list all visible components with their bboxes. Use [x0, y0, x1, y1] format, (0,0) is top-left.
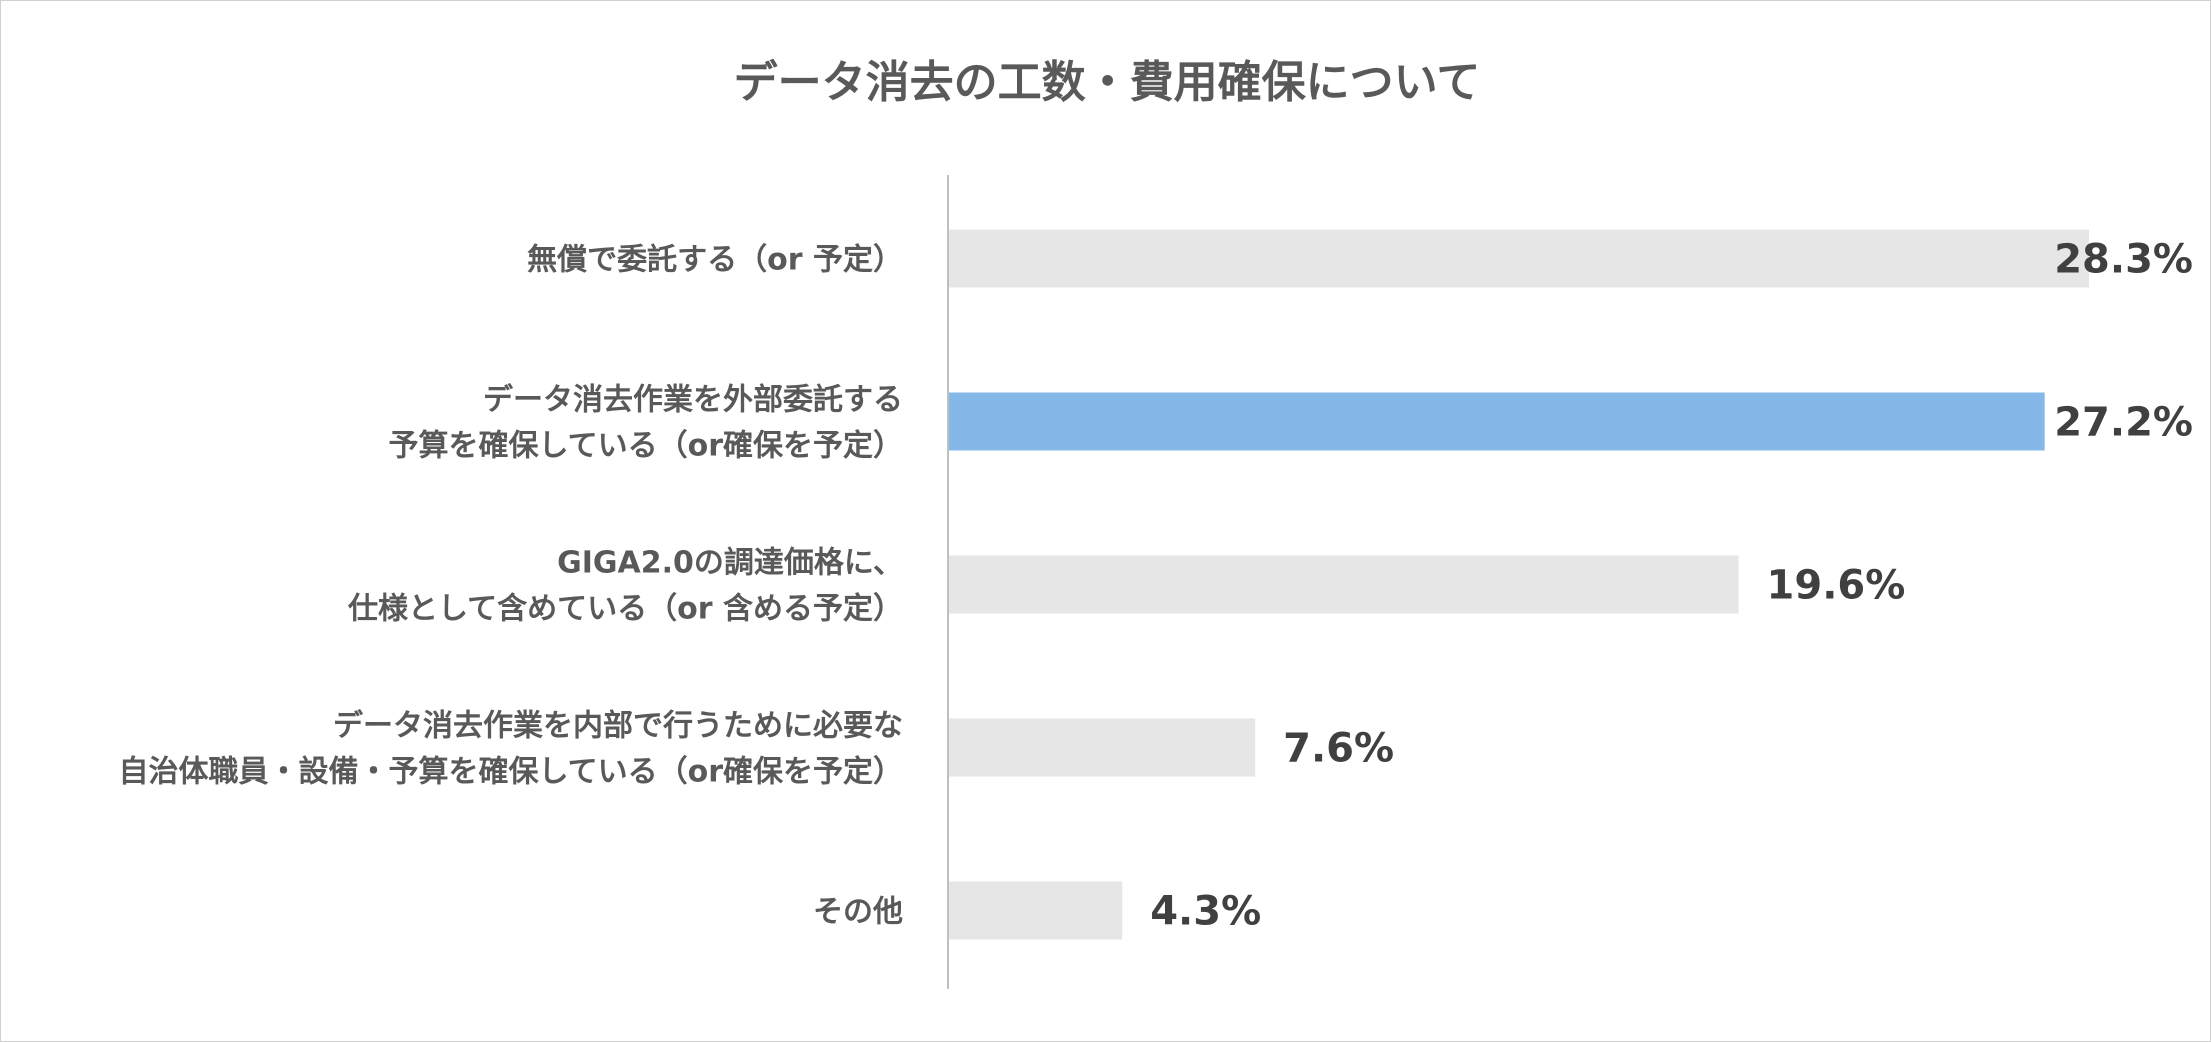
category-label-1: データ消去作業を外部委託する予算を確保している（or確保を予定）: [388, 383, 903, 464]
category-label-2: GIGA2.0の調達価格に、仕様として含めている（or 含める予定）: [347, 546, 903, 627]
category-label-4: その他: [813, 895, 903, 930]
category-label-line: 仕様として含めている（or 含める予定）: [347, 592, 903, 627]
value-labels: 28.3% 27.2% 19.6% 7.6% 4.3%: [1150, 237, 2193, 935]
category-label-line: 自治体職員・設備・予算を確保している（or確保を予定）: [118, 755, 903, 790]
category-label-0: 無償で委託する（or 予定）: [527, 243, 903, 278]
bar-3: [949, 718, 1256, 777]
category-label-3: データ消去作業を内部で行うために必要な自治体職員・設備・予算を確保している（or…: [118, 709, 903, 790]
category-label-line: その他: [813, 895, 903, 930]
category-label-line: GIGA2.0の調達価格に、: [557, 546, 903, 581]
value-label-3: 7.6%: [1283, 726, 1394, 772]
category-label-line: データ消去作業を内部で行うために必要な: [333, 709, 903, 744]
value-label-0: 28.3%: [2054, 237, 2193, 283]
bar-2: [949, 555, 1739, 614]
category-label-line: 予算を確保している（or確保を予定）: [388, 429, 903, 464]
value-label-1: 27.2%: [2054, 400, 2193, 446]
category-label-line: 無償で委託する（or 予定）: [527, 243, 903, 278]
category-label-line: データ消去作業を外部委託する: [483, 383, 903, 418]
bars-layer: [949, 229, 2089, 940]
category-labels: 無償で委託する（or 予定） データ消去作業を外部委託する予算を確保している（or…: [118, 243, 903, 930]
bar-0: [949, 229, 2089, 288]
bar-1: [949, 392, 2045, 451]
chart-title: データ消去の工数・費用確保について: [734, 57, 1481, 108]
value-label-2: 19.6%: [1767, 563, 1906, 609]
value-label-4: 4.3%: [1150, 889, 1261, 935]
bar-4: [949, 881, 1123, 940]
